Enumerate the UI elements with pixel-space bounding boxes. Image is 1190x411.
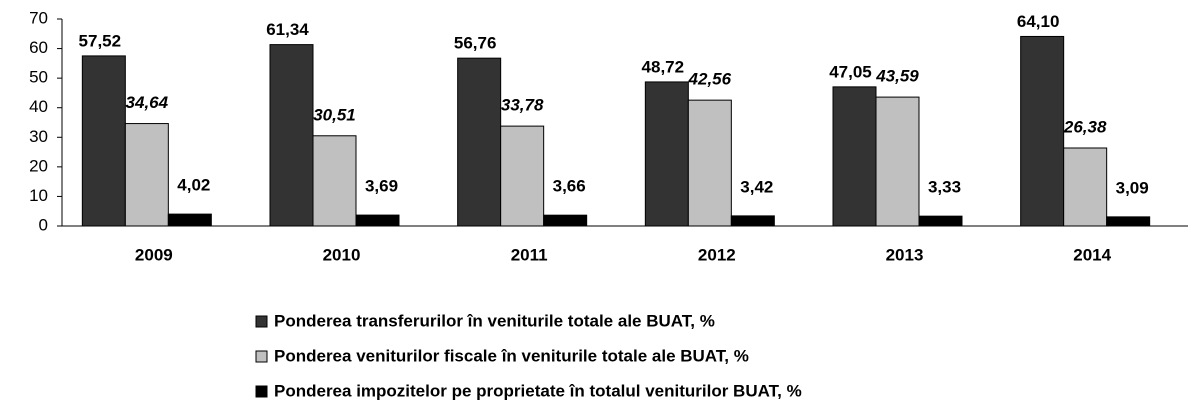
value-label: 4,02 [177,176,210,195]
bar [167,213,212,227]
value-label: 3,69 [365,177,398,196]
value-label: 47,05 [829,62,872,81]
y-tick-label: 30 [29,127,48,146]
legend-label: Ponderea impozitelor pe proprietate în t… [274,381,802,400]
legend-swatch [255,350,268,363]
value-label: 61,34 [266,20,309,39]
legend-swatch [255,315,268,328]
value-label: 57,52 [79,31,122,50]
bar [875,96,920,227]
x-tick-label: 2011 [511,245,548,264]
value-label: 26,38 [1063,117,1107,136]
value-label: 48,72 [642,57,685,76]
value-label: 34,64 [126,93,169,112]
bar [1020,35,1065,227]
bar [543,214,588,227]
y-tick-label: 20 [29,156,48,175]
value-label: 56,76 [454,34,497,53]
bar [1063,147,1108,227]
x-tick-label: 2014 [1073,245,1111,264]
bar [81,55,126,227]
x-tick-label: 2009 [135,245,173,264]
legend-label: Ponderea veniturilor fiscale în venituri… [274,346,749,365]
y-tick-label: 10 [29,186,48,205]
value-label: 64,10 [1017,12,1060,31]
value-label: 3,66 [553,177,586,196]
y-tick-label: 70 [29,8,48,27]
bar [355,214,400,227]
bar [644,81,689,227]
bar [730,215,775,227]
y-tick-label: 40 [29,97,48,116]
bar [500,125,545,227]
bar [312,135,357,227]
bar [832,86,877,227]
value-label: 33,78 [501,96,544,115]
bar [1106,216,1151,227]
value-label: 3,33 [928,178,961,197]
y-tick-label: 0 [39,215,48,234]
y-tick-label: 60 [29,38,48,57]
x-tick-label: 2013 [886,245,924,264]
value-label: 3,42 [740,177,773,196]
legend-label: Ponderea transferurilor în veniturile to… [274,311,715,330]
value-label: 43,59 [875,67,919,86]
x-tick-label: 2010 [323,245,361,264]
bar [124,123,169,227]
value-label: 30,51 [313,105,356,124]
bar [918,215,963,227]
bar [687,99,732,227]
bar [457,57,502,227]
value-label: 3,09 [1116,178,1149,197]
legend-swatch [255,385,268,398]
y-tick-label: 50 [29,68,48,87]
value-label: 42,56 [688,70,732,89]
bar [269,44,314,227]
x-tick-label: 2012 [698,245,736,264]
